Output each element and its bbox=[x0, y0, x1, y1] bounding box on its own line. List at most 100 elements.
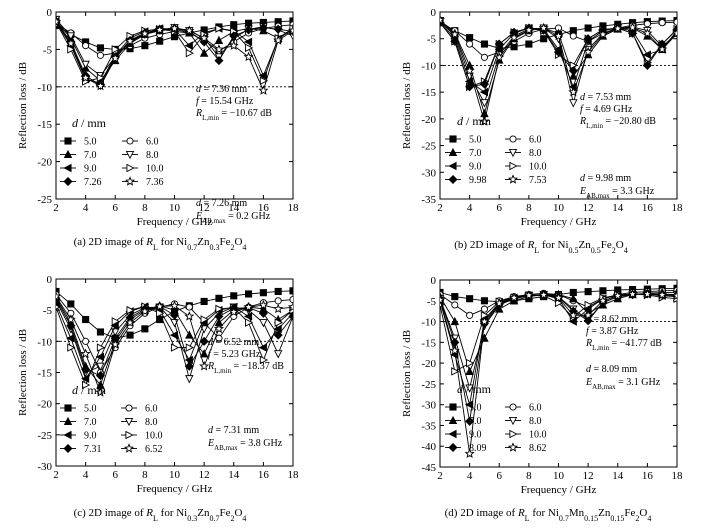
data-point bbox=[657, 44, 668, 54]
data-point bbox=[154, 24, 165, 35]
data-point bbox=[289, 287, 293, 295]
y-tick-label: -15 bbox=[37, 119, 52, 131]
data-point bbox=[96, 362, 105, 371]
data-point bbox=[465, 416, 475, 426]
legend-marker bbox=[448, 147, 458, 157]
data-point bbox=[273, 350, 283, 359]
data-point bbox=[81, 60, 90, 70]
data-point bbox=[569, 32, 577, 40]
data-point bbox=[228, 40, 239, 50]
legend-marker bbox=[125, 404, 133, 412]
legend-label: 7.0 bbox=[469, 148, 482, 159]
legend-label: 6.0 bbox=[145, 404, 158, 415]
data-point bbox=[199, 349, 209, 358]
data-point bbox=[643, 20, 651, 28]
data-point bbox=[258, 85, 269, 95]
panel-caption: (a) 2D image of RL for Ni0.7Zn0.3Fe2O4 bbox=[74, 236, 247, 252]
data-point bbox=[95, 387, 106, 397]
data-point bbox=[480, 99, 489, 108]
x-tick-label: 18 bbox=[672, 470, 684, 482]
data-point bbox=[67, 45, 76, 54]
data-point bbox=[126, 305, 135, 315]
data-point bbox=[451, 293, 459, 301]
x-tick-label: 16 bbox=[258, 202, 270, 214]
x-tick-label: 8 bbox=[142, 202, 148, 214]
data-point bbox=[141, 325, 149, 333]
data-point bbox=[245, 43, 254, 53]
data-point bbox=[568, 86, 579, 97]
legend-title: d / mm bbox=[457, 382, 492, 396]
x-tick-label: 10 bbox=[169, 202, 181, 214]
x-tick-label: 6 bbox=[497, 202, 503, 214]
y-tick-label: -30 bbox=[421, 400, 436, 412]
series-10.0 bbox=[56, 302, 293, 390]
legend-label: 8.0 bbox=[146, 150, 159, 161]
y-tick-label: -20 bbox=[37, 157, 52, 169]
data-point bbox=[214, 56, 224, 66]
data-point bbox=[184, 311, 195, 321]
y-tick-label: -15 bbox=[421, 337, 436, 349]
chart-panel-4: 2 4 6 8 10 12 14 16 18 0 -5 -10 -15 -20 -25 -30 -35 -40 -4… bbox=[401, 275, 683, 523]
legend-marker bbox=[63, 149, 73, 159]
data-point bbox=[464, 400, 474, 409]
data-point bbox=[215, 304, 224, 314]
data-point bbox=[464, 448, 475, 458]
y-tick-label: -25 bbox=[421, 141, 436, 153]
data-point bbox=[273, 303, 284, 314]
data-point bbox=[480, 40, 488, 48]
legend-title: d / mm bbox=[457, 114, 492, 128]
data-point bbox=[258, 299, 269, 310]
data-point bbox=[156, 37, 164, 45]
y-tick-label: -5 bbox=[427, 34, 437, 46]
x-tick-label: 18 bbox=[672, 202, 684, 214]
legend-label: 8.09 bbox=[469, 443, 487, 454]
data-point bbox=[509, 292, 520, 303]
annotation-eab-max: EAB,max = 3.3 GHz bbox=[579, 186, 655, 200]
legend-marker bbox=[507, 174, 519, 184]
legend-marker bbox=[448, 415, 458, 425]
data-point bbox=[184, 25, 195, 35]
x-tick-label: 2 bbox=[53, 202, 59, 214]
x-tick-label: 16 bbox=[642, 470, 654, 482]
legend-marker bbox=[63, 416, 73, 426]
data-point bbox=[111, 328, 120, 337]
data-point bbox=[154, 301, 165, 311]
legend-title: d / mm bbox=[72, 116, 107, 130]
annotation-frequency: f = 15.54 GHz bbox=[196, 96, 254, 107]
data-point bbox=[642, 50, 651, 59]
data-point bbox=[612, 23, 623, 33]
data-point bbox=[184, 361, 194, 371]
data-point bbox=[96, 73, 106, 83]
y-tick-label: -30 bbox=[37, 461, 52, 473]
data-point bbox=[215, 24, 224, 33]
data-point bbox=[671, 28, 677, 38]
data-point bbox=[95, 371, 105, 381]
data-point bbox=[288, 311, 293, 321]
data-point bbox=[642, 288, 653, 299]
x-tick-label: 4 bbox=[83, 469, 89, 481]
data-point bbox=[141, 42, 149, 50]
data-point bbox=[657, 289, 668, 300]
data-point bbox=[67, 300, 75, 308]
legend-marker bbox=[125, 430, 134, 440]
y-tick-label: -25 bbox=[421, 379, 436, 391]
data-point bbox=[56, 16, 62, 26]
legend-label: 8.0 bbox=[529, 148, 542, 159]
legend-marker bbox=[508, 416, 518, 426]
y-tick-label: -10 bbox=[37, 82, 52, 94]
x-tick-label: 14 bbox=[228, 469, 240, 481]
data-point bbox=[480, 297, 488, 305]
data-point bbox=[169, 310, 180, 320]
data-point bbox=[449, 345, 460, 355]
data-point bbox=[199, 32, 210, 43]
data-point bbox=[95, 352, 104, 362]
data-point bbox=[479, 79, 489, 89]
y-tick-label: -35 bbox=[421, 194, 436, 206]
data-point bbox=[464, 65, 475, 76]
data-point bbox=[449, 29, 460, 39]
data-point bbox=[185, 303, 193, 311]
y-tick-label: -15 bbox=[421, 87, 436, 99]
data-point bbox=[583, 310, 594, 320]
y-tick-label: -10 bbox=[421, 317, 436, 329]
data-point bbox=[243, 312, 253, 321]
